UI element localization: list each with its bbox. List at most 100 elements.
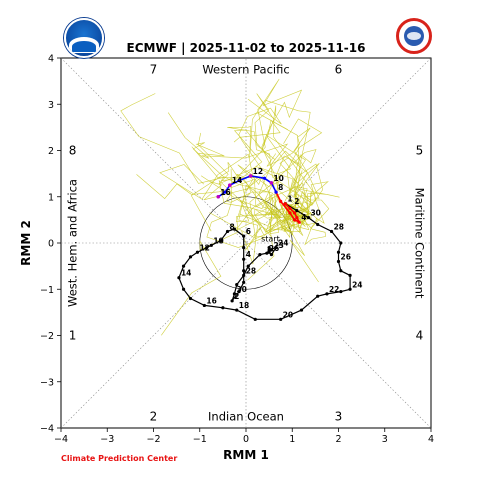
- observed-date-label: 18: [239, 301, 249, 310]
- forecast-week1-track-point: [288, 211, 292, 215]
- start-label: start: [261, 235, 280, 244]
- y-tick-label: 2: [48, 146, 54, 157]
- ensemble-member-line: [266, 127, 311, 233]
- phase-number-label: 5: [416, 144, 424, 158]
- ensemble-member-line: [191, 146, 292, 233]
- noaa-gull-shape: [72, 41, 96, 52]
- y-axis-label: RMM 2: [19, 220, 33, 266]
- forecast-week1-track-point: [295, 215, 299, 220]
- observed-track-point: [339, 289, 343, 294]
- observed-track-point: [295, 209, 299, 213]
- forecast-day-label: 12: [253, 167, 263, 176]
- observed-track-point: [329, 229, 334, 234]
- observed-track-point: [232, 292, 237, 296]
- observed-track-point: [242, 280, 246, 284]
- observed-date-label: 10: [213, 236, 223, 245]
- observed-track-point: [225, 229, 230, 234]
- region-label: Maritime Continent: [412, 188, 426, 299]
- observed-track-point: [325, 292, 329, 296]
- nws-swirl-shape: [407, 32, 421, 40]
- observed-track-point: [316, 222, 320, 227]
- forecast-week1-track-point: [283, 202, 287, 206]
- observed-date-label: 28: [334, 222, 344, 231]
- x-tick-label: 4: [428, 434, 434, 445]
- observed-track-point: [188, 296, 193, 301]
- observed-date-label: 16: [206, 296, 216, 305]
- observed-track-point: [267, 248, 271, 252]
- y-tick-label: −1: [40, 285, 54, 296]
- phase-number-label: 8: [69, 144, 77, 158]
- x-tick-label: 1: [289, 434, 295, 445]
- observed-track-point: [218, 239, 223, 243]
- tracks: [177, 174, 352, 321]
- forecast-week1-track-point: [292, 218, 297, 222]
- forecast-day-label: 2: [294, 197, 299, 206]
- observed-track-point: [221, 306, 225, 310]
- observed-date-label: 26: [341, 253, 351, 262]
- observed-track-point: [269, 248, 274, 252]
- phase-number-label: 4: [416, 329, 424, 343]
- forecast-week2-track-point: [237, 178, 241, 183]
- observed-track-point: [242, 234, 246, 238]
- observed-track-point: [235, 283, 239, 287]
- region-label: Indian Ocean: [208, 409, 284, 423]
- observed-track-point: [242, 246, 246, 250]
- observed-track-point: [279, 317, 283, 321]
- chart-title: ECMWF | 2025-11-02 to 2025-11-16: [127, 41, 366, 55]
- observed-date-label: 12: [199, 243, 209, 252]
- observed-track-point: [209, 243, 213, 247]
- phase-number-label: 3: [335, 409, 343, 423]
- observed-date-label: 2: [234, 292, 239, 301]
- observed-track-point: [269, 252, 274, 257]
- observed-track-point: [242, 257, 246, 261]
- ensemble-member-line: [233, 129, 288, 233]
- observed-track-point: [267, 246, 271, 250]
- y-tick-label: 4: [48, 54, 54, 65]
- observed-track-point: [230, 299, 234, 303]
- observed-date-label: 22: [329, 285, 339, 294]
- observed-track-point: [202, 303, 206, 308]
- x-tick-label: −3: [100, 434, 114, 445]
- ensemble-mean-point: [248, 174, 253, 178]
- observed-track-point: [205, 246, 209, 250]
- x-tick-label: −1: [193, 434, 207, 445]
- y-tick-label: 1: [48, 192, 54, 203]
- y-tick-label: −3: [40, 377, 54, 388]
- phase-number-label: 7: [150, 63, 158, 77]
- forecast-day-label: 8: [278, 183, 283, 192]
- observed-track-line: [178, 203, 351, 320]
- observed-track-point: [299, 308, 304, 312]
- forecast-day-label: 10: [273, 174, 283, 183]
- forecast-week1-track-point: [279, 199, 283, 203]
- forecast-day-label: 4: [301, 213, 306, 222]
- observed-track-point: [348, 287, 352, 291]
- observed-track-point: [242, 273, 246, 277]
- phase-number-label: 2: [150, 409, 158, 423]
- x-tick-label: 3: [382, 434, 388, 445]
- observed-track-point: [235, 308, 239, 312]
- footer-credit: Climate Prediction Center: [61, 454, 178, 463]
- observed-track-point: [274, 246, 278, 250]
- observed-date-label: 23: [273, 241, 283, 250]
- phase-number-label: 6: [335, 63, 343, 77]
- forecast-week2-track-point: [274, 190, 278, 194]
- observed-date-label: 20: [283, 310, 293, 319]
- nws-logo: [396, 18, 432, 54]
- phase-number-label: 1: [69, 329, 77, 343]
- y-tick-label: 3: [48, 100, 54, 111]
- observed-date-label: 6: [246, 227, 251, 236]
- x-axis-label: RMM 1: [223, 448, 269, 462]
- observed-date-label: 30: [310, 209, 320, 218]
- observed-date-label: 14: [181, 269, 191, 278]
- ensemble-mean-point: [228, 183, 232, 187]
- region-label: Western Pacific: [202, 63, 289, 77]
- x-tick-label: −2: [146, 434, 160, 445]
- observed-track-point: [253, 317, 257, 321]
- region-label: West. Hem. and Africa: [66, 179, 80, 307]
- forecast-week1-track-point: [292, 211, 297, 215]
- ensemble-member-line: [254, 93, 314, 223]
- observed-track-point: [336, 259, 341, 264]
- y-tick-label: 0: [48, 239, 54, 250]
